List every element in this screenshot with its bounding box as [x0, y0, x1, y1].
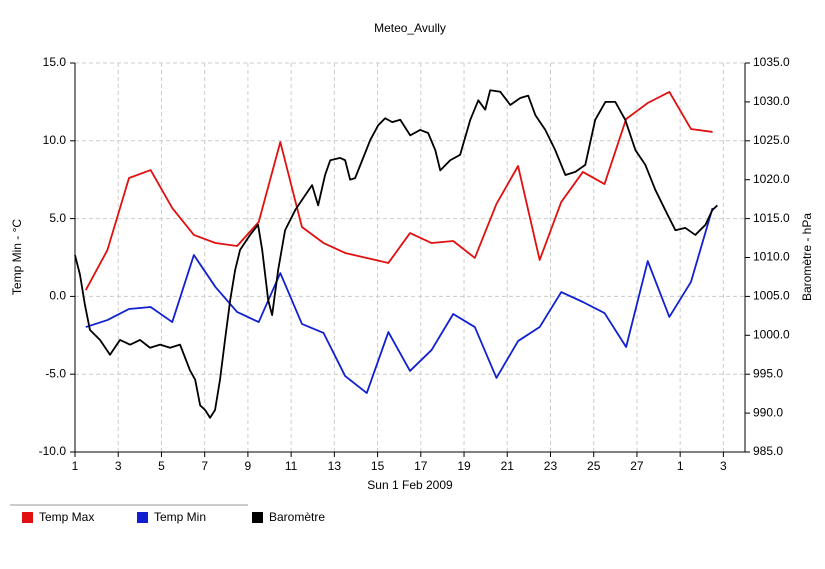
x-tick-label: 27 — [630, 459, 644, 473]
x-tick-label: 13 — [328, 459, 342, 473]
series-line — [74, 89, 718, 419]
x-tick-label: 17 — [414, 459, 428, 473]
y-axis-label: Temp Min - °C — [10, 219, 24, 295]
y2-tick-label: 1025.0 — [753, 133, 790, 147]
y-tick-label: 10.0 — [43, 133, 67, 147]
y2-tick-label: 1035.0 — [753, 55, 790, 69]
x-tick-label: 21 — [501, 459, 515, 473]
legend-label: Temp Min — [154, 510, 206, 524]
legend-swatch — [22, 512, 33, 523]
x-tick-label: 9 — [245, 459, 252, 473]
series-line — [85, 91, 713, 291]
legend-label: Baromètre — [269, 510, 325, 524]
y2-tick-label: 1020.0 — [753, 172, 790, 186]
legend-swatch — [252, 512, 263, 523]
y2-axis-label: Baromètre - hPa — [800, 213, 814, 301]
y2-tick-label: 1000.0 — [753, 327, 790, 341]
x-tick-label: 25 — [587, 459, 601, 473]
x-tick-label: 1 — [72, 459, 79, 473]
x-tick-label: 3 — [115, 459, 122, 473]
y-tick-label: 15.0 — [43, 55, 67, 69]
x-tick-label: 23 — [544, 459, 558, 473]
legend-label: Temp Max — [39, 510, 94, 524]
y2-tick-label: 1010.0 — [753, 250, 790, 264]
y2-tick-label: 1015.0 — [753, 211, 790, 225]
x-tick-label: 5 — [158, 459, 165, 473]
chart-title: Meteo_Avully — [374, 21, 446, 35]
y2-tick-label: 1005.0 — [753, 289, 790, 303]
legend-swatch — [137, 512, 148, 523]
y-tick-label: -10.0 — [39, 444, 67, 458]
x-tick-label: 15 — [371, 459, 385, 473]
y2-tick-label: 990.0 — [753, 405, 783, 419]
y2-tick-label: 985.0 — [753, 444, 783, 458]
x-tick-label: 1 — [677, 459, 684, 473]
x-tick-label: 11 — [285, 459, 298, 473]
y2-tick-label: 995.0 — [753, 366, 783, 380]
x-tick-label: 3 — [720, 459, 727, 473]
y-tick-label: -5.0 — [45, 366, 66, 380]
x-tick-label: 7 — [201, 459, 208, 473]
x-tick-label: 19 — [457, 459, 471, 473]
x-axis-label: Sun 1 Feb 2009 — [367, 478, 453, 492]
y-tick-label: 0.0 — [49, 289, 66, 303]
series-line — [85, 207, 714, 394]
y-tick-label: 5.0 — [49, 211, 66, 225]
y2-tick-label: 1030.0 — [753, 94, 790, 108]
